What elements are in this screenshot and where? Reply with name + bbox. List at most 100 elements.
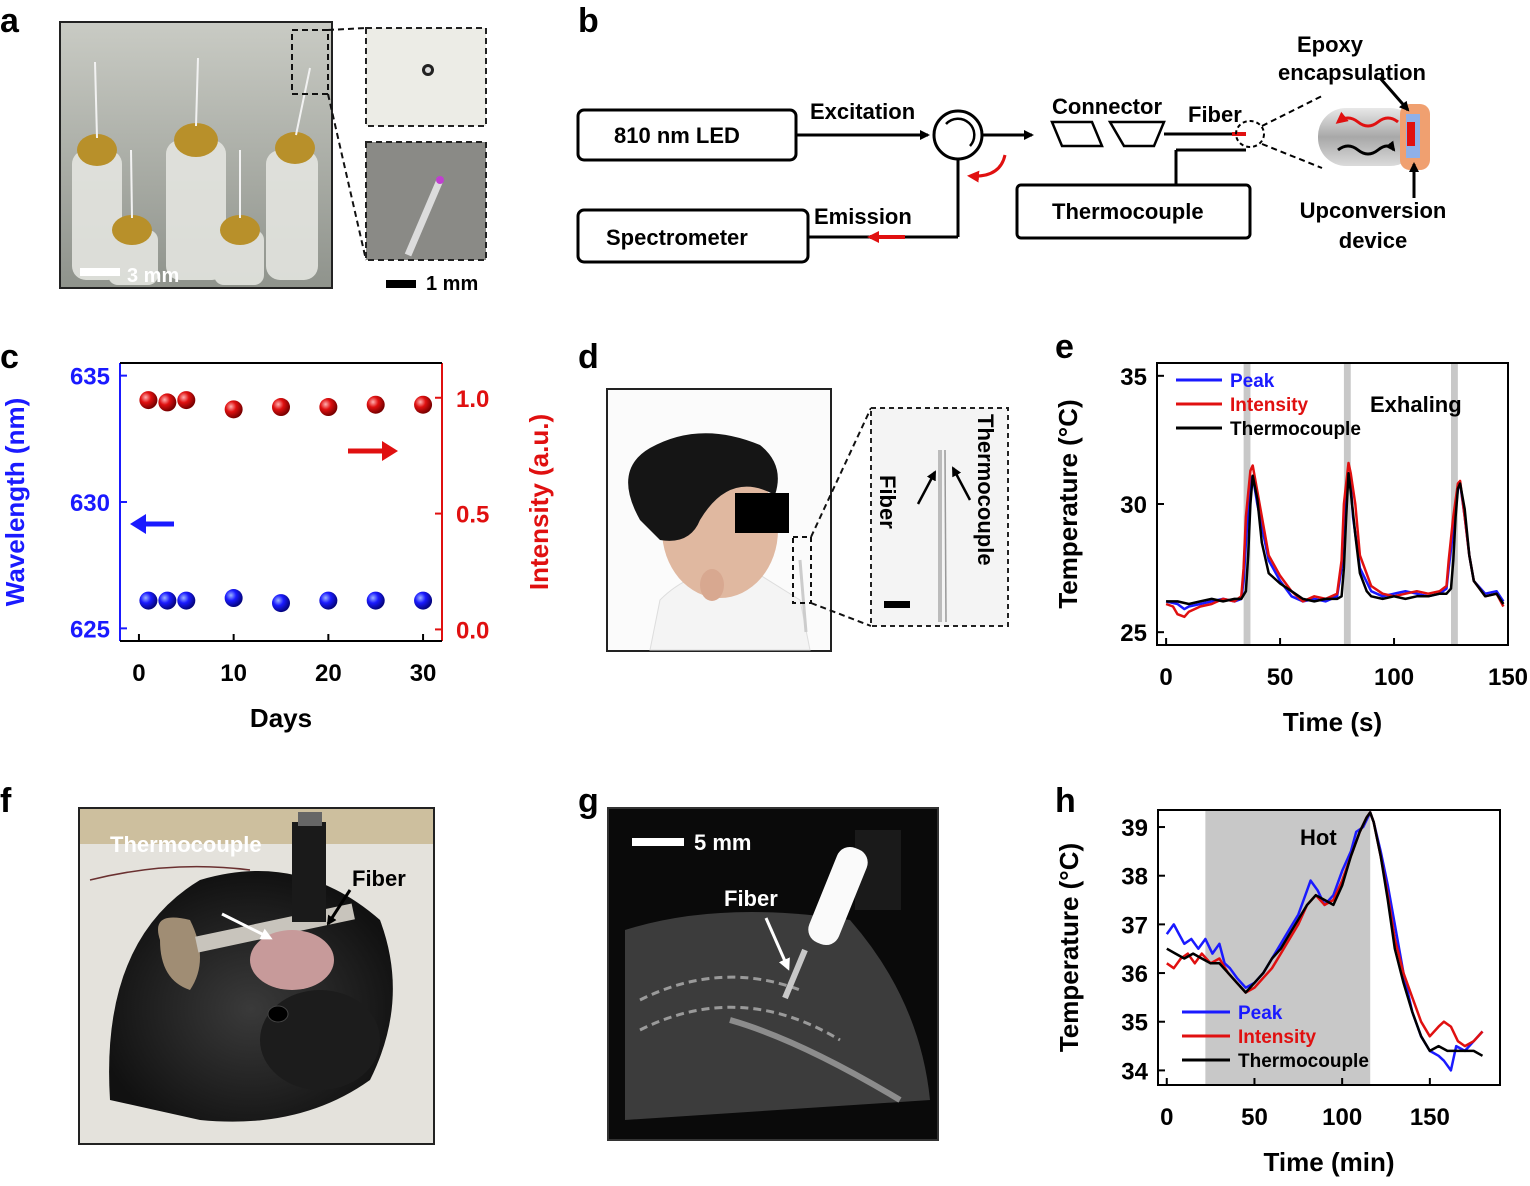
panel-label-g: g [578,782,599,820]
intensity-point [414,395,433,414]
wavelength-point [319,591,338,610]
panel-f-fiber-label: Fiber [352,866,406,891]
intensity-point [272,398,290,417]
y-axis-label: Temperature (°C) [1053,399,1083,608]
panel-label-e: e [1055,328,1074,366]
y2-tick-label: 0.0 [456,617,489,644]
emission-label: Emission [814,204,912,229]
legend-label-peak: Peak [1230,371,1275,392]
panel-b-fiber-tip [1318,77,1430,198]
y2-tick-label: 1.0 [456,386,489,413]
led-label: 810 nm LED [614,123,740,148]
annotation-exhaling: Exhaling [1370,392,1462,417]
panel-label-c: c [0,338,19,376]
y-tick-label: 36 [1121,961,1148,988]
x-axis-label: Days [250,703,312,733]
legend-label-thermocouple: Thermocouple [1238,1051,1369,1072]
intensity-point [224,400,243,419]
x-tick-label: 50 [1241,1104,1268,1131]
intensity-point [366,395,385,414]
x-axis-label: Time (s) [1283,707,1382,737]
panel-g-scale-label: 5 mm [694,830,751,855]
x-tick-label: 0 [1159,664,1172,691]
panel-d-thermocouple-label: Thermocouple [973,414,998,566]
y2-tick-label: 0.5 [456,502,489,529]
epoxy-label-1: Epoxy [1297,32,1364,57]
series-line-intensity [1166,811,1484,1048]
y-axis-label: Wavelength (nm) [0,398,30,606]
panel-a-photo: 3 mm 1 mm [59,21,487,295]
y-tick-label: 630 [70,490,110,517]
plot-frame [1157,809,1501,1086]
thermocouple-label: Thermocouple [1052,199,1204,224]
y-tick-label: 34 [1121,1058,1148,1085]
wavelength-point [177,591,196,610]
x-tick-label: 0 [1160,1104,1173,1131]
panel-label-h: h [1055,782,1076,820]
x-tick-label: 100 [1374,664,1414,691]
x-tick-label: 10 [220,660,247,687]
y-tick-label: 635 [70,364,110,391]
panel-label-f: f [0,782,12,820]
wavelength-point [366,591,385,610]
panel-label-a: a [0,2,20,40]
panel-a-scale-main: 3 mm [127,265,179,287]
chart-e: 0 50 100 150 25 30 35 Time (s) Temperature (°C) P… [1053,362,1528,737]
chart-h: 0 50 100 150 34 35 36 37 38 39 Time (min) Temperatu… [1054,809,1501,1177]
fiber-label: Fiber [1188,102,1242,127]
device-label-1: Upconversion [1300,198,1447,223]
y2-axis-label: Intensity (a.u.) [524,414,554,590]
x-tick-label: 0 [132,660,145,687]
y-tick-label: 35 [1120,364,1147,391]
wavelength-point [414,591,433,610]
intensity-point [319,398,338,417]
x-tick-label: 100 [1322,1104,1362,1131]
legend-label-intensity: Intensity [1230,395,1309,416]
legend-label-thermocouple: Thermocouple [1230,419,1361,440]
right-axis-arrow-head [382,441,398,461]
panel-g-ct-image: 5 mm Fiber [607,807,939,1141]
thermocouple-box [1015,183,1252,240]
y-tick-label: 39 [1121,815,1148,842]
intensity-point [139,391,158,410]
x-tick-label: 150 [1410,1104,1450,1131]
x-tick-label: 150 [1488,664,1528,691]
legend-label-peak: Peak [1238,1003,1283,1024]
panel-d-fiber-label: Fiber [875,475,900,529]
x-axis-label: Time (min) [1264,1147,1395,1177]
legend-label-intensity: Intensity [1238,1027,1317,1048]
panel-f-photo: Thermocouple Fiber [78,807,435,1145]
panel-label-b: b [578,2,599,40]
left-axis-arrow-head [130,514,146,534]
chart-c: 0 10 20 30 625 630 635 0.0 0.5 1.0 Days Wavelength … [0,362,554,733]
series-line-thermocouple [1166,811,1484,1057]
device-label-2: device [1339,228,1408,253]
panel-f-thermocouple-label: Thermocouple [110,832,262,857]
wavelength-point [272,594,290,613]
connector-label: Connector [1052,94,1162,119]
wavelength-point [158,591,177,610]
panel-label-d: d [578,338,599,376]
spectrometer-label: Spectrometer [606,225,748,250]
y-tick-label: 25 [1120,620,1147,647]
y-tick-label: 625 [70,616,110,643]
y-tick-label: 35 [1121,1010,1148,1037]
y-tick-label: 38 [1121,864,1148,891]
panel-b-labels: 810 nm LED Spectrometer Thermocouple Exc… [606,32,1446,253]
x-tick-label: 30 [410,660,437,687]
panel-d-photo: Fiber Thermocouple [606,388,1009,652]
excitation-label: Excitation [810,99,915,124]
epoxy-label-2: encapsulation [1278,60,1426,85]
wavelength-point [224,589,243,608]
wavelength-point [139,591,158,610]
intensity-point [177,391,196,410]
y-axis-label: Temperature (°C) [1054,843,1084,1052]
y-tick-label: 30 [1120,492,1147,519]
x-tick-label: 50 [1267,664,1294,691]
y-tick-label: 37 [1121,912,1148,939]
annotation-hot: Hot [1300,825,1337,850]
highlight-band-0 [1205,811,1371,1084]
series-line-thermocouple [1166,471,1505,606]
panel-g-fiber-label: Fiber [724,886,778,911]
